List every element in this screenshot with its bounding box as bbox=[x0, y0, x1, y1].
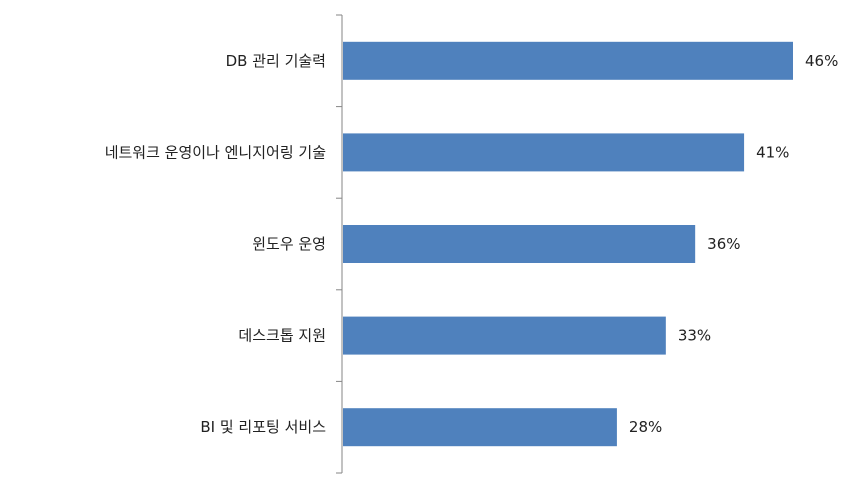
data-label: 36% bbox=[707, 235, 740, 253]
category-axis bbox=[336, 14, 343, 474]
bar bbox=[343, 316, 666, 355]
data-label: 41% bbox=[756, 143, 789, 161]
category-label: DB 관리 기술력 bbox=[226, 52, 326, 70]
bars-layer bbox=[343, 41, 793, 447]
category-label: 윈도우 운영 bbox=[252, 235, 326, 253]
data-label: 33% bbox=[678, 327, 711, 345]
bar bbox=[343, 408, 617, 447]
labels-layer: DB 관리 기술력 46% 네트워크 운영이나 엔니지어링 기술 41% 윈도우 운영 3… bbox=[105, 52, 839, 436]
category-label: 데스크톱 지원 bbox=[238, 327, 326, 345]
category-label: BI 및 리포팅 서비스 bbox=[200, 418, 326, 436]
data-label: 46% bbox=[805, 52, 838, 70]
bar bbox=[343, 133, 745, 172]
bar bbox=[343, 225, 696, 263]
bar bbox=[343, 41, 793, 80]
data-label: 28% bbox=[629, 418, 662, 436]
category-label: 네트워크 운영이나 엔니지어링 기술 bbox=[105, 143, 326, 161]
